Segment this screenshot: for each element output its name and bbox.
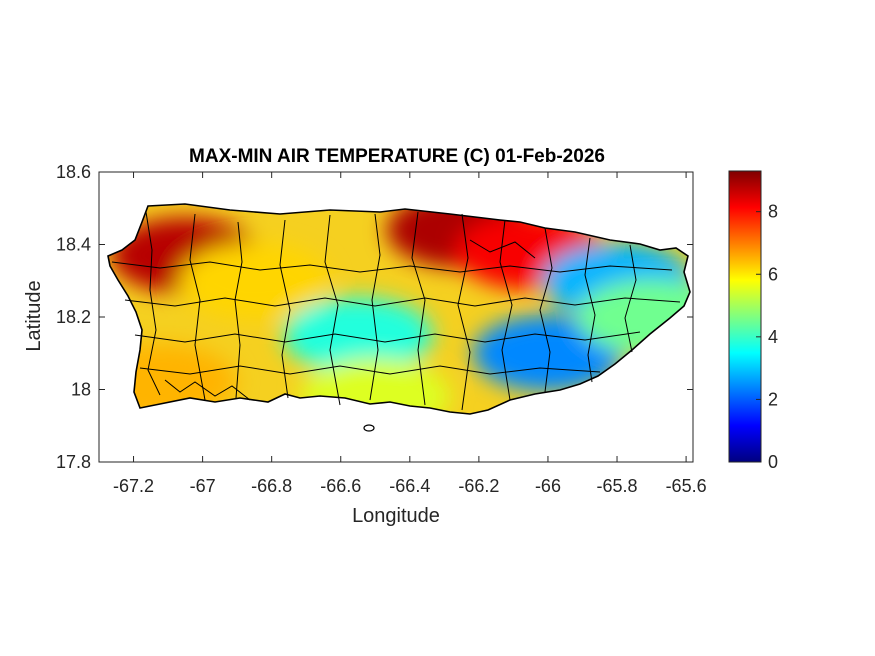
boundary-line [584,237,596,383]
chart-title: MAX-MIN AIR TEMPERATURE (C) 01-Feb-2026 [189,146,605,167]
x-tick-label: -67.2 [113,476,154,496]
boundary-line [145,211,161,396]
x-tick-label: -67 [190,476,216,496]
y-tick-label: 18.6 [56,162,91,182]
x-tick-label: -65.8 [597,476,638,496]
y-tick-label: 18 [71,380,91,400]
boundary-line [124,297,681,307]
colorbar-tick-label: 6 [768,264,778,284]
boundary-line [164,379,251,401]
x-tick-label: -66 [535,476,561,496]
offshore-islet [363,424,375,432]
boundary-line [134,331,641,343]
colorbar-tick-label: 2 [768,389,778,409]
colorbar [728,170,762,463]
colorbar-ticks: 0 2 4 6 8 [756,202,778,472]
boundary-line [624,244,637,353]
colorbar-tick-label: 8 [768,202,778,222]
y-axis: 17.8 18 18.2 18.4 18.6 [56,162,693,472]
y-tick-label: 18.2 [56,307,91,327]
x-tick-label: -66.2 [458,476,499,496]
boundary-line [189,213,206,401]
y-axis-label: Latitude [23,280,45,351]
boundary-line [139,365,601,375]
municipal-boundaries [111,211,681,411]
field-region [283,297,434,374]
y-tick-label: 18.4 [56,235,91,255]
island-outline [107,203,691,415]
x-tick-label: -66.8 [251,476,292,496]
x-tick-label: -65.6 [666,476,707,496]
colorbar-tick-label: 4 [768,327,778,347]
colorbar-tick-label: 0 [768,452,778,472]
boundary-line [369,213,381,401]
x-tick-label: -66.4 [389,476,430,496]
boundary-line [469,239,536,259]
boundary-line [499,219,513,401]
x-axis-label: Longitude [352,505,440,527]
x-tick-label: -66.6 [320,476,361,496]
boundary-line [457,213,471,411]
boundary-line [279,219,291,399]
x-axis: -67.2 -67 -66.8 -66.6 -66.4 -66.2 -66 -65.8 -65.… [113,172,707,496]
boundary-line [539,227,553,393]
y-tick-label: 17.8 [56,452,91,472]
boundary-line [324,214,341,406]
field-region [300,358,451,414]
boundary-line [111,261,673,273]
boundary-line [411,211,426,406]
